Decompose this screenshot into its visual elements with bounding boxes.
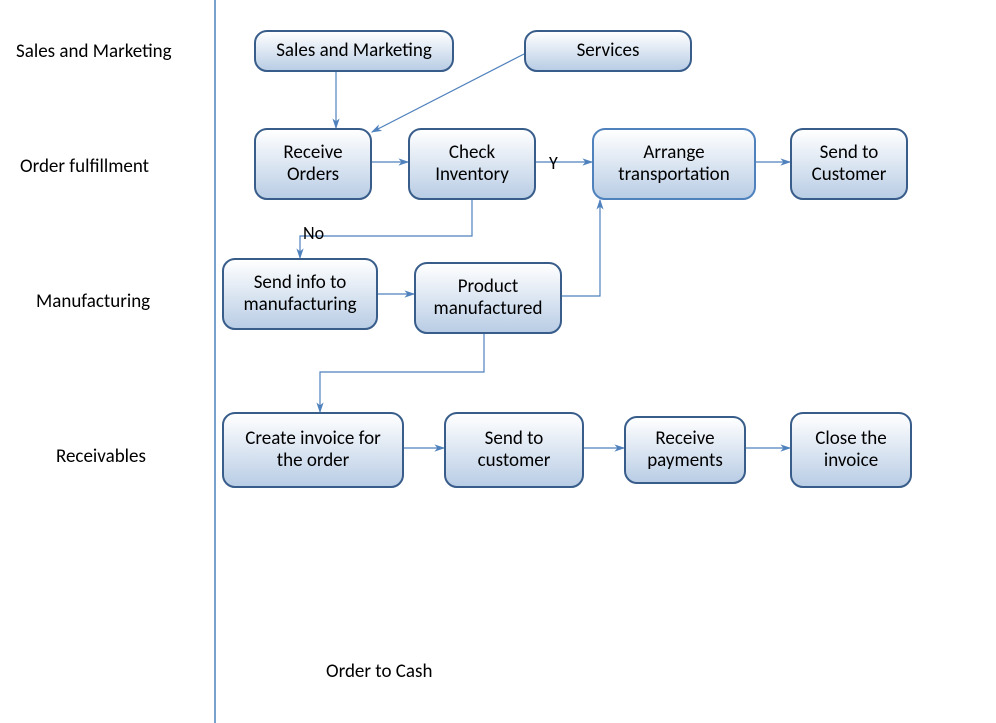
edge-label-lbl-no: No (303, 222, 324, 244)
node-n-close: Close the invoice (790, 412, 912, 488)
node-n-invoice: Create invoice for the order (222, 412, 404, 488)
node-n-check: Check Inventory (408, 128, 536, 200)
node-label-n-check: Check Inventory (418, 142, 526, 186)
node-n-product: Product manufactured (414, 262, 562, 334)
edges-layer (0, 0, 996, 723)
edge-e6 (300, 200, 472, 258)
node-label-n-product: Product manufactured (424, 276, 552, 320)
flowchart-stage: { "type": "flowchart", "caption": "Order… (0, 0, 996, 723)
node-n-payments: Receive payments (624, 416, 746, 484)
node-label-n-sendcust: Send to Customer (800, 142, 898, 186)
edge-e8 (562, 200, 600, 296)
node-label-n-sendcust2: Send to customer (454, 428, 574, 472)
lane-recv: Receivables (56, 445, 146, 468)
node-label-n-services: Services (577, 40, 640, 62)
node-label-n-close: Close the invoice (800, 428, 902, 472)
lane-sales: Sales and Marketing (16, 40, 172, 63)
node-label-n-receive: Receive Orders (264, 142, 362, 186)
node-n-receive: Receive Orders (254, 128, 372, 200)
edge-e9 (320, 334, 484, 412)
node-n-sendcust: Send to Customer (790, 128, 908, 200)
node-n-arrange: Arrange transportation (592, 128, 756, 200)
edge-label-lbl-y: Y (549, 152, 558, 174)
node-n-sales: Sales and Marketing (254, 30, 454, 72)
lane-order: Order fulfillment (20, 155, 149, 178)
node-label-n-payments: Receive payments (634, 428, 736, 472)
node-label-n-invoice: Create invoice for the order (232, 428, 394, 472)
node-n-sendinfo: Send info to manufacturing (222, 258, 378, 330)
node-n-sendcust2: Send to customer (444, 412, 584, 488)
diagram-caption: Order to Cash (326, 660, 432, 683)
lane-manuf: Manufacturing (36, 290, 150, 313)
node-n-services: Services (524, 30, 692, 72)
node-label-n-sales: Sales and Marketing (276, 40, 432, 62)
node-label-n-sendinfo: Send info to manufacturing (232, 272, 368, 316)
node-label-n-arrange: Arrange transportation (602, 142, 746, 186)
